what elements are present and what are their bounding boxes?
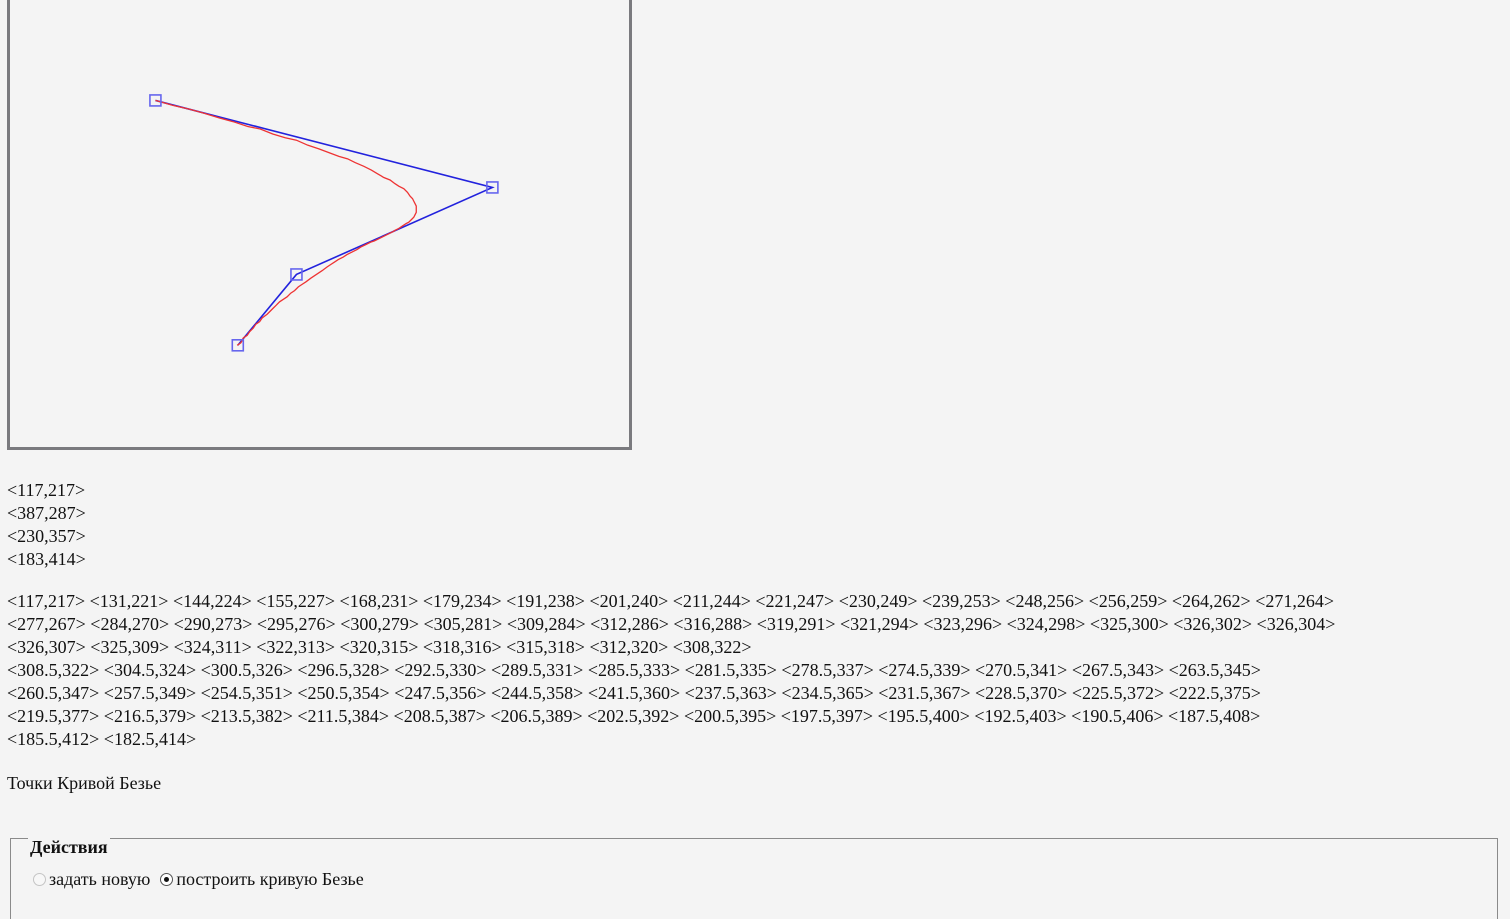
actions-legend: Действия <box>28 837 110 857</box>
control-points-list: <117,217> <387,287> <230,357> <183,414> <box>7 479 86 571</box>
control-point-marker-3[interactable] <box>290 268 303 281</box>
mode-radio-group: задать новую построить кривую Безье <box>33 869 374 890</box>
control-point-marker-2[interactable] <box>486 181 499 194</box>
bezier-drawing <box>149 94 499 352</box>
control-polygon <box>155 99 495 346</box>
actions-fieldset: Действия задать новую построить кривую Б… <box>10 837 1498 919</box>
control-point-text: <183,414> <box>7 549 86 569</box>
bezier-curve <box>155 99 417 346</box>
control-point-text: <117,217> <box>7 480 86 500</box>
curve-points-line: <277,267> <284,270> <290,273> <295,276> … <box>7 614 1336 634</box>
curve-points-line: <260.5,347> <257.5,349> <254.5,351> <250… <box>7 683 1261 703</box>
curve-points-line: <185.5,412> <182.5,414> <box>7 729 197 749</box>
control-point-marker-1[interactable] <box>149 94 162 107</box>
radio-new-curve-label[interactable]: задать новую <box>49 869 151 889</box>
control-point-marker-4[interactable] <box>231 339 245 352</box>
radio-new-curve[interactable] <box>33 873 46 886</box>
radio-build-bezier[interactable] <box>160 873 174 886</box>
curve-points-list: <117,217> <131,221> <144,224> <155,227> … <box>7 590 1507 751</box>
section-title: Точки Кривой Безье <box>7 773 162 793</box>
control-point-text: <230,357> <box>7 526 86 546</box>
curve-points-line: <326,307> <325,309> <324,311> <322,313> … <box>7 637 752 657</box>
drawing-canvas[interactable] <box>7 0 632 450</box>
curve-points-line: <308.5,322> <304.5,324> <300.5,326> <296… <box>7 660 1261 680</box>
radio-build-bezier-label[interactable]: построить кривую Безье <box>176 869 364 889</box>
curve-points-line: <219.5,377> <216.5,379> <213.5,382> <211… <box>7 706 1261 726</box>
control-point-text: <387,287> <box>7 503 86 523</box>
curve-points-line: <117,217> <131,221> <144,224> <155,227> … <box>7 591 1335 611</box>
